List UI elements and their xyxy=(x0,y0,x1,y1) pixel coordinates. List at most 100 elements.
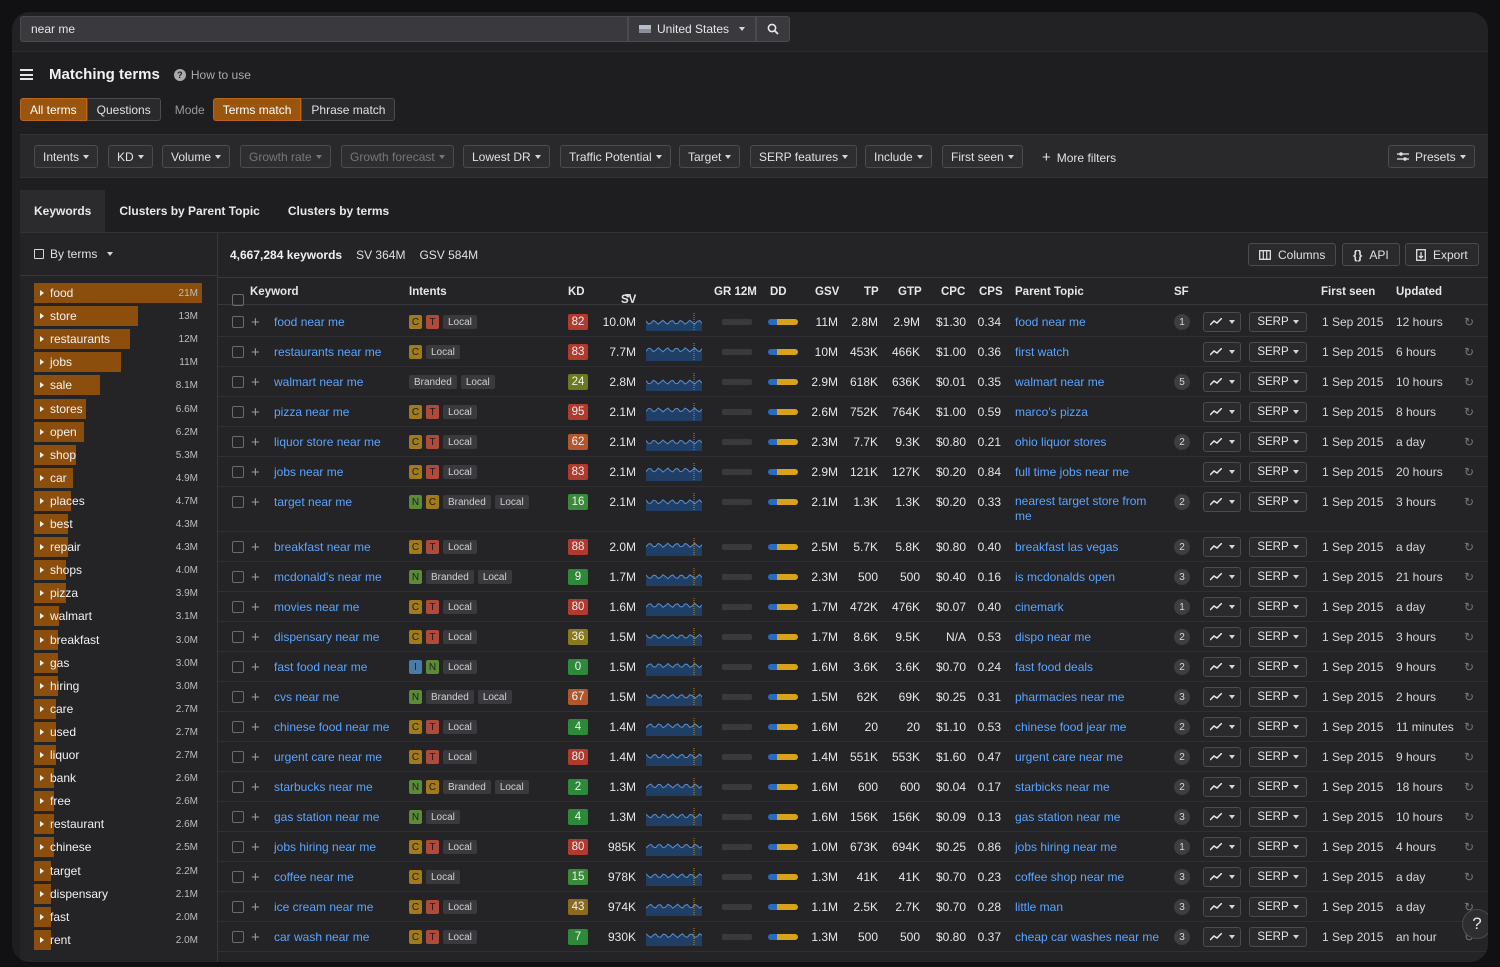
serp-button[interactable]: SERP xyxy=(1249,922,1307,952)
serp-button[interactable]: SERP xyxy=(1249,307,1307,337)
presets-button[interactable]: Presets xyxy=(1388,145,1475,168)
filter-intents[interactable]: Intents xyxy=(34,145,99,168)
add-to-list-icon[interactable]: + xyxy=(251,688,260,706)
keyword-link[interactable]: restaurants near me xyxy=(274,345,382,359)
keyword-link[interactable]: cvs near me xyxy=(274,690,340,704)
sidebar-term[interactable]: dispensary 2.1M xyxy=(34,883,202,904)
table-row[interactable]: + starbucks near me N C Branded Local 2 1.3M 1.6… xyxy=(218,772,1488,802)
keyword-link[interactable]: food near me xyxy=(274,315,345,329)
parent-topic-link[interactable]: pharmacies near me xyxy=(1015,689,1125,704)
add-to-list-icon[interactable]: + xyxy=(251,748,260,766)
add-to-list-icon[interactable]: + xyxy=(251,538,260,556)
export-button[interactable]: Export xyxy=(1405,243,1479,266)
keyword-link[interactable]: walmart near me xyxy=(274,375,364,389)
refresh-icon[interactable]: ↻ xyxy=(1464,435,1475,449)
filter-traffic-potential[interactable]: Traffic Potential xyxy=(560,145,671,168)
table-row[interactable]: + pizza near me C T Local 95 2.1M 2.6M 752K 764K $… xyxy=(218,397,1488,427)
trend-chart-button[interactable] xyxy=(1203,532,1241,562)
how-to-use-link[interactable]: ? How to use xyxy=(173,68,251,82)
sidebar-term[interactable]: restaurants 12M xyxy=(34,329,202,350)
menu-icon[interactable] xyxy=(20,69,33,80)
row-checkbox[interactable] xyxy=(232,802,244,832)
row-checkbox[interactable] xyxy=(232,832,244,862)
col-updated[interactable]: Updated xyxy=(1396,286,1442,298)
row-checkbox[interactable] xyxy=(232,742,244,772)
add-to-list-icon[interactable]: + xyxy=(251,433,260,451)
sidebar-term[interactable]: jobs 11M xyxy=(34,352,202,373)
refresh-icon[interactable]: ↻ xyxy=(1464,690,1475,704)
keyword-link[interactable]: pizza near me xyxy=(274,405,350,419)
row-checkbox[interactable] xyxy=(232,712,244,742)
table-row[interactable]: + walmart near me Branded Local 24 2.8M 2.9M 61… xyxy=(218,367,1488,397)
add-to-list-icon[interactable]: + xyxy=(251,598,260,616)
sidebar-term[interactable]: rent 2.0M xyxy=(34,929,202,950)
row-checkbox[interactable] xyxy=(232,652,244,682)
sidebar-term[interactable]: breakfast 3.0M xyxy=(34,629,202,650)
serp-button[interactable]: SERP xyxy=(1249,367,1307,397)
sidebar-term[interactable]: food 21M xyxy=(34,283,202,303)
sidebar-term[interactable]: open 6.2M xyxy=(34,421,202,442)
keyword-link[interactable]: starbucks near me xyxy=(274,780,373,794)
table-row[interactable]: + car wash near me C T Local 7 930K 1.3M 500 500 $… xyxy=(218,922,1488,952)
filter-growth-rate[interactable]: Growth rate xyxy=(240,145,331,168)
filter-first-seen[interactable]: First seen xyxy=(942,145,1023,168)
questions-button[interactable]: Questions xyxy=(86,98,161,121)
serp-button[interactable]: SERP xyxy=(1249,562,1307,592)
serp-button[interactable]: SERP xyxy=(1249,892,1307,922)
keyword-link[interactable]: dispensary near me xyxy=(274,630,380,644)
add-to-list-icon[interactable]: + xyxy=(251,343,260,361)
serp-button[interactable]: SERP xyxy=(1249,652,1307,682)
parent-topic-link[interactable]: little man xyxy=(1015,899,1064,914)
row-checkbox[interactable] xyxy=(232,682,244,712)
sidebar-term[interactable]: best 4.3M xyxy=(34,514,202,534)
sidebar-term[interactable]: bank 2.6M xyxy=(34,768,202,789)
parent-topic-link[interactable]: gas station near me xyxy=(1015,809,1121,824)
add-to-list-icon[interactable]: + xyxy=(251,403,260,421)
table-row[interactable]: + fast food near me I N Local 0 1.5M 1.6M 3.6K 3.… xyxy=(218,652,1488,682)
sidebar-term[interactable]: chinese 2.5M xyxy=(34,837,202,858)
table-row[interactable]: + food near me C T Local 82 10.0M 11M 2.8M 2.9M $1… xyxy=(218,307,1488,337)
parent-topic-link[interactable]: breakfast las vegas xyxy=(1015,539,1119,554)
trend-chart-button[interactable] xyxy=(1203,832,1241,862)
table-row[interactable]: + dispensary near me C T Local 36 1.5M 1.7M 8.6K… xyxy=(218,622,1488,652)
trend-chart-button[interactable] xyxy=(1203,712,1241,742)
add-to-list-icon[interactable]: + xyxy=(251,928,260,946)
terms-match-button[interactable]: Terms match xyxy=(212,98,302,121)
sidebar-term[interactable]: walmart 3.1M xyxy=(34,606,202,627)
table-row[interactable]: + gas station near me N Local 4 1.3M 1.6M 156K 1… xyxy=(218,802,1488,832)
tab-keywords[interactable]: Keywords xyxy=(20,190,106,232)
sidebar-term[interactable]: free 2.6M xyxy=(34,791,202,812)
row-checkbox[interactable] xyxy=(232,367,244,397)
keyword-link[interactable]: ice cream near me xyxy=(274,900,374,914)
sidebar-term[interactable]: care 2.7M xyxy=(34,698,202,719)
col-sf[interactable]: SF xyxy=(1174,286,1189,298)
col-gsv[interactable]: GSV xyxy=(815,286,840,298)
row-checkbox[interactable] xyxy=(232,562,244,592)
table-row[interactable]: + mcdonald's near me N Branded Local 9 1.7M 2.3… xyxy=(218,562,1488,592)
trend-chart-button[interactable] xyxy=(1203,622,1241,652)
filter-volume[interactable]: Volume xyxy=(162,145,231,168)
trend-chart-button[interactable] xyxy=(1203,922,1241,952)
row-checkbox[interactable] xyxy=(232,622,244,652)
refresh-icon[interactable]: ↻ xyxy=(1464,375,1475,389)
sidebar-term[interactable]: restaurant 2.6M xyxy=(34,814,202,835)
api-button[interactable]: {} API xyxy=(1342,243,1400,266)
parent-topic-link[interactable]: nearest target store from me xyxy=(1015,494,1147,523)
phrase-match-button[interactable]: Phrase match xyxy=(301,98,396,121)
columns-button[interactable]: Columns xyxy=(1248,243,1337,266)
filter-target[interactable]: Target xyxy=(679,145,741,168)
parent-topic-link[interactable]: jobs hiring near me xyxy=(1015,839,1118,854)
trend-chart-button[interactable] xyxy=(1203,562,1241,592)
row-checkbox[interactable] xyxy=(232,532,244,562)
row-checkbox[interactable] xyxy=(232,427,244,457)
table-row[interactable]: + breakfast near me C T Local 88 2.0M 2.5M 5.7K 5… xyxy=(218,532,1488,562)
trend-chart-button[interactable] xyxy=(1203,457,1241,487)
add-to-list-icon[interactable]: + xyxy=(251,898,260,916)
sidebar-term[interactable]: target 2.2M xyxy=(34,860,202,881)
help-button[interactable]: ? xyxy=(1462,909,1488,939)
row-checkbox[interactable] xyxy=(232,487,244,517)
parent-topic-link[interactable]: first watch xyxy=(1015,344,1070,359)
refresh-icon[interactable]: ↻ xyxy=(1464,660,1475,674)
keyword-link[interactable]: chinese food near me xyxy=(274,720,390,734)
filter-kd[interactable]: KD xyxy=(108,145,153,168)
